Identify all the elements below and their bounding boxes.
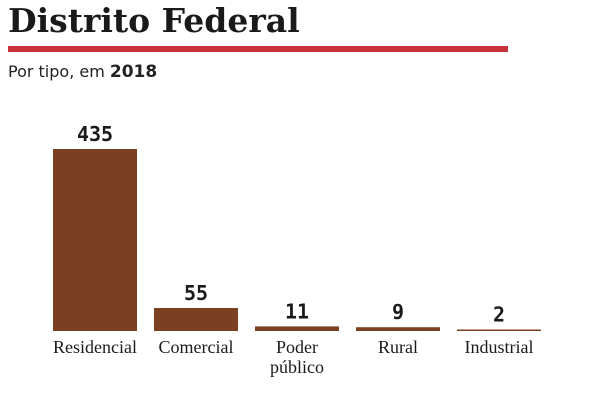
- bar-3: [356, 327, 440, 331]
- subtitle-prefix: Por tipo, em: [8, 62, 110, 81]
- category-label-line: Comercial: [159, 337, 234, 357]
- category-label-0: Residencial: [53, 337, 137, 357]
- category-label-line: público: [270, 357, 324, 377]
- category-label-3: Rural: [378, 337, 418, 357]
- bar-group: [53, 149, 541, 331]
- category-label-group: Residencial Comercial Poder público Rural Ind…: [53, 337, 533, 377]
- chart-title: Distrito Federal: [8, 1, 300, 40]
- bar-1: [154, 307, 238, 331]
- category-label-line: Rural: [378, 337, 418, 357]
- category-label-1: Comercial: [159, 337, 234, 357]
- bar-2: [255, 326, 339, 331]
- value-label-0: 435: [77, 122, 113, 146]
- value-label-3: 9: [392, 300, 404, 324]
- bar-0: [53, 149, 137, 331]
- title-rule: [8, 46, 508, 52]
- category-label-line: Residencial: [53, 337, 137, 357]
- value-label-group: 435 55 11 9 2: [77, 122, 505, 327]
- chart-subtitle: Por tipo, em 2018: [8, 61, 157, 83]
- category-label-4: Industrial: [465, 337, 534, 357]
- value-label-4: 2: [493, 303, 505, 327]
- category-label-line: Poder: [276, 337, 318, 357]
- value-label-2: 11: [285, 299, 309, 323]
- category-label-line: Industrial: [465, 337, 534, 357]
- subtitle-year: 2018: [109, 62, 158, 82]
- category-label-2: Poder público: [270, 337, 324, 377]
- value-label-1: 55: [184, 281, 208, 305]
- bar-4: [457, 329, 541, 331]
